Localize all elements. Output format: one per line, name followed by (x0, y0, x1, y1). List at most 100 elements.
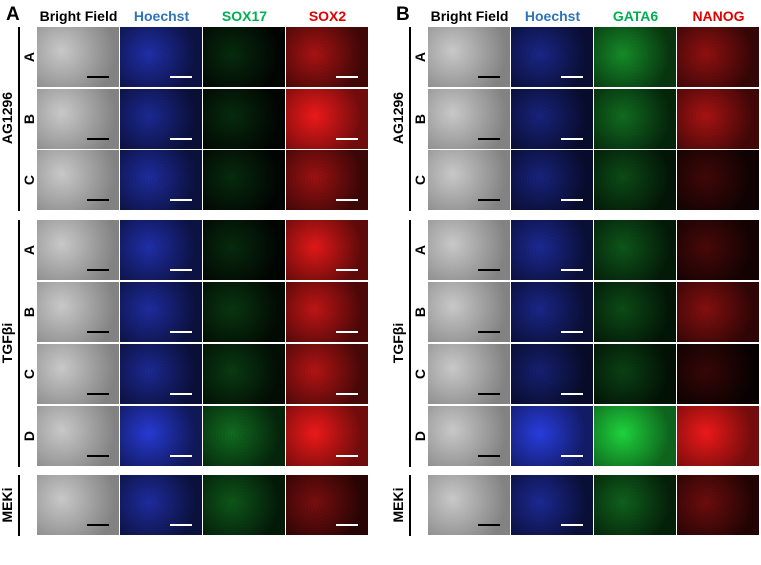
micrograph-tile[interactable] (120, 220, 202, 280)
micrograph-tile[interactable] (120, 89, 202, 149)
column-header: GATA6 (612, 8, 659, 24)
micrograph-tile[interactable] (594, 220, 676, 280)
micrograph-tile[interactable] (677, 220, 759, 280)
micrograph-tile[interactable] (677, 89, 759, 149)
micrograph-tile[interactable] (511, 220, 593, 280)
micrograph-tile[interactable] (120, 406, 202, 466)
micrograph-tile[interactable] (428, 150, 510, 210)
micrograph-tile[interactable] (37, 344, 119, 404)
micrograph-tile[interactable] (286, 27, 368, 87)
row-label: D (21, 430, 37, 441)
micrograph-tile[interactable] (677, 475, 759, 535)
micrograph-tile[interactable] (594, 282, 676, 342)
scale-bar (561, 199, 583, 201)
scale-bar (87, 269, 109, 271)
scale-bar (87, 138, 109, 140)
scale-bar (336, 393, 358, 395)
panel-letter: B (396, 4, 410, 25)
scale-bar (478, 455, 500, 457)
group-label: MEKi (390, 487, 406, 522)
micrograph-tile[interactable] (37, 282, 119, 342)
micrograph-tile[interactable] (677, 344, 759, 404)
micrograph-tile[interactable] (37, 27, 119, 87)
micrograph-tile[interactable] (594, 150, 676, 210)
micrograph-tile[interactable] (594, 344, 676, 404)
micrograph-tile[interactable] (594, 27, 676, 87)
micrograph-tile[interactable] (203, 282, 285, 342)
micrograph-tile[interactable] (120, 27, 202, 87)
micrograph-tile[interactable] (37, 220, 119, 280)
micrograph-tile[interactable] (203, 344, 285, 404)
micrograph-tile[interactable] (286, 89, 368, 149)
micrograph-tile[interactable] (677, 406, 759, 466)
scale-bar (478, 524, 500, 526)
micrograph-tile[interactable] (428, 89, 510, 149)
group-label: AG1296 (390, 91, 406, 145)
micrograph-tile[interactable] (286, 282, 368, 342)
group-label: AG1296 (0, 91, 15, 145)
micrograph-tile[interactable] (428, 220, 510, 280)
micrograph-tile[interactable] (120, 150, 202, 210)
micrograph-tile[interactable] (428, 344, 510, 404)
scale-bar (170, 76, 192, 78)
micrograph-tile[interactable] (37, 89, 119, 149)
group-bracket (409, 220, 411, 467)
micrograph-tile[interactable] (286, 406, 368, 466)
micrograph-tile[interactable] (120, 475, 202, 535)
micrograph-tile[interactable] (511, 150, 593, 210)
micrograph-tile[interactable] (677, 150, 759, 210)
micrograph-tile[interactable] (37, 150, 119, 210)
micrograph-tile[interactable] (677, 27, 759, 87)
micrograph-tile[interactable] (286, 220, 368, 280)
micrograph-tile[interactable] (428, 475, 510, 535)
micrograph-tile[interactable] (677, 282, 759, 342)
scale-bar (170, 199, 192, 201)
micrograph-tile[interactable] (203, 220, 285, 280)
scale-bar (561, 269, 583, 271)
micrograph-tile[interactable] (511, 282, 593, 342)
column-header: Bright Field (430, 8, 509, 24)
scale-bar (87, 393, 109, 395)
micrograph-tile[interactable] (594, 89, 676, 149)
scale-bar (87, 524, 109, 526)
micrograph-tile[interactable] (286, 475, 368, 535)
micrograph-tile[interactable] (594, 406, 676, 466)
micrograph-tile[interactable] (511, 406, 593, 466)
micrograph-tile[interactable] (286, 344, 368, 404)
scale-bar (561, 455, 583, 457)
scale-bar (87, 76, 109, 78)
scale-bar (478, 269, 500, 271)
row-label: A (412, 244, 428, 255)
micrograph-tile[interactable] (428, 27, 510, 87)
micrograph-tile[interactable] (37, 406, 119, 466)
micrograph-tile[interactable] (203, 150, 285, 210)
micrograph-tile[interactable] (120, 282, 202, 342)
micrograph-tile[interactable] (511, 475, 593, 535)
micrograph-tile[interactable] (203, 89, 285, 149)
scale-bar (561, 76, 583, 78)
micrograph-tile[interactable] (594, 475, 676, 535)
micrograph-tile[interactable] (37, 475, 119, 535)
column-header: SOX2 (308, 8, 347, 24)
row-label: C (412, 368, 428, 379)
row-label: A (21, 244, 37, 255)
scale-bar (561, 331, 583, 333)
micrograph-tile[interactable] (203, 475, 285, 535)
group-bracket (18, 475, 20, 536)
micrograph-tile[interactable] (428, 406, 510, 466)
micrograph-tile[interactable] (286, 150, 368, 210)
column-header: Hoechst (133, 8, 190, 24)
row-label: B (21, 306, 37, 317)
micrograph-tile[interactable] (428, 282, 510, 342)
group-bracket (18, 27, 20, 211)
micrograph-tile[interactable] (511, 27, 593, 87)
micrograph-tile[interactable] (120, 344, 202, 404)
scale-bar (336, 138, 358, 140)
micrograph-tile[interactable] (511, 344, 593, 404)
scale-bar (87, 455, 109, 457)
micrograph-tile[interactable] (511, 89, 593, 149)
micrograph-tile[interactable] (203, 406, 285, 466)
scale-bar (478, 331, 500, 333)
micrograph-tile[interactable] (203, 27, 285, 87)
row-label: A (412, 51, 428, 62)
